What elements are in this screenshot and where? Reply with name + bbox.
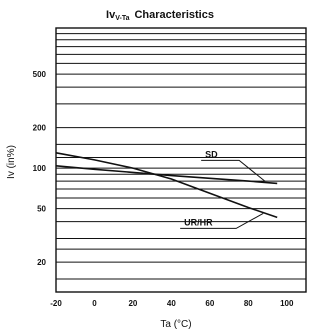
series-annotations: SD UR/HR: [180, 149, 266, 229]
series-line-sd: [55, 165, 278, 185]
x-tick-labels: -20 0 20 40 60 80 100: [50, 299, 294, 308]
series-line-ur-hr: [55, 152, 278, 219]
x-tick-label: 0: [92, 299, 97, 308]
y-tick-label: 100: [33, 164, 47, 173]
series-lines: [55, 152, 278, 219]
grid: [56, 33, 306, 280]
x-axis-label: Ta (°C): [160, 319, 191, 330]
x-tick-label: -20: [50, 299, 62, 308]
plot-frame: [55, 27, 307, 293]
series-label: UR/HR: [184, 217, 213, 227]
title-symbol: Iv: [106, 9, 116, 21]
series-leader-line: [201, 159, 266, 182]
x-tick-label: 20: [128, 299, 137, 308]
chart-title: IvV-Ta Characteristics: [106, 9, 214, 22]
y-tick-label: 500: [33, 70, 47, 79]
title-subscript: V-Ta: [115, 15, 129, 22]
y-axis-label: Iv (in%): [6, 145, 17, 179]
title-text: Characteristics: [134, 9, 214, 21]
series-leader-line: [180, 212, 264, 229]
x-tick-label: 60: [205, 299, 214, 308]
x-tick-label: 40: [167, 299, 176, 308]
x-tick-label: 100: [280, 299, 294, 308]
y-tick-label: 50: [37, 205, 46, 214]
y-tick-labels: 20 50 100 200 500: [33, 70, 47, 267]
y-tick-label: 200: [33, 124, 47, 133]
series-label: SD: [205, 149, 218, 159]
y-tick-label: 20: [37, 258, 46, 267]
x-tick-label: 80: [244, 299, 253, 308]
